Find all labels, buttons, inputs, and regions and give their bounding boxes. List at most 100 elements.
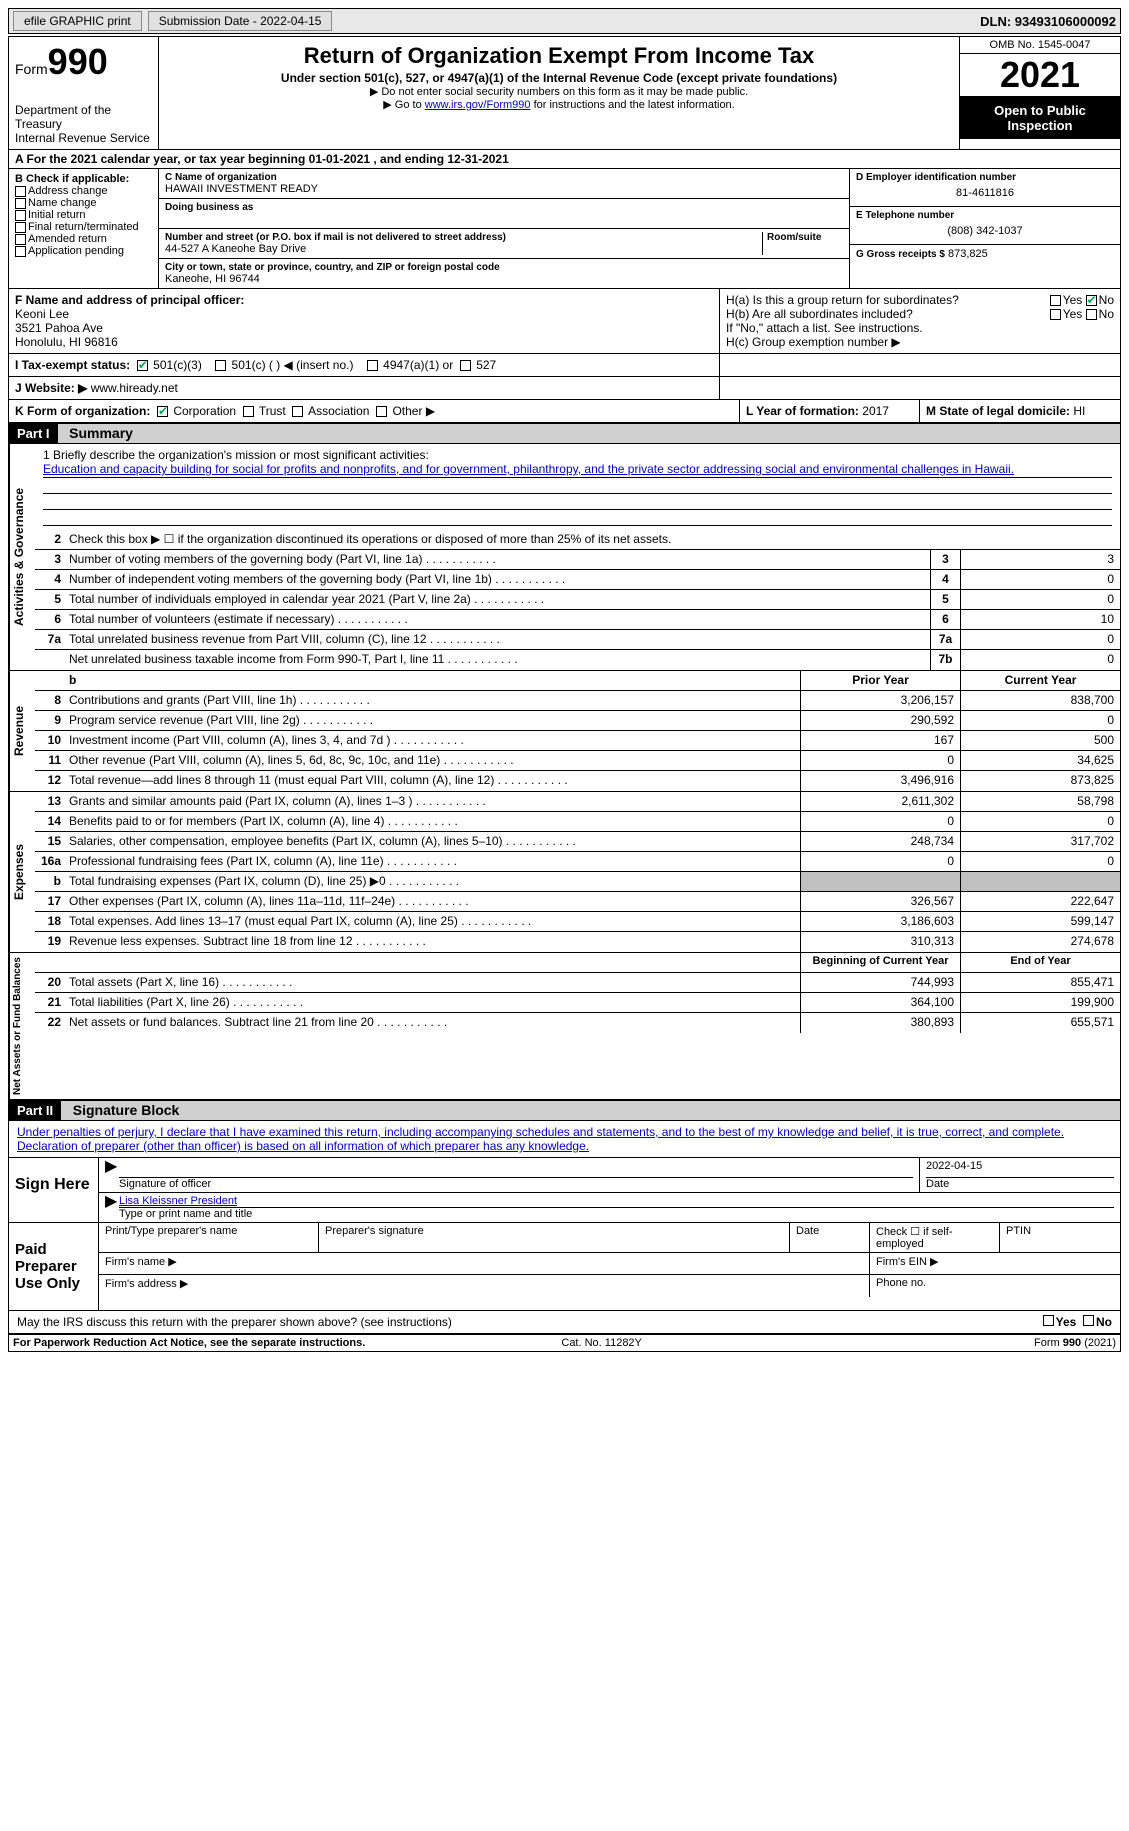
efile-print[interactable]: efile GRAPHIC print [13, 11, 142, 31]
irs-link[interactable]: www.irs.gov/Form990 [425, 99, 531, 111]
section-net-assets: Net Assets or Fund Balances Beginning of… [9, 953, 1120, 1100]
line-6: 6Total number of volunteers (estimate if… [35, 610, 1120, 630]
side-expenses: Expenses [9, 792, 35, 952]
hdr-end-year: End of Year [960, 953, 1120, 972]
f-label: F Name and address of principal officer: [15, 293, 713, 307]
chk-527[interactable] [460, 360, 471, 371]
website-value: www.hiready.net [91, 381, 178, 395]
net-header: Beginning of Current Year End of Year [35, 953, 1120, 973]
form-number: 990 [48, 41, 108, 82]
tel-value: (808) 342-1037 [856, 221, 1114, 241]
firm-ein-label: Firm's EIN ▶ [870, 1253, 1120, 1274]
goto-note: ▶ Go to www.irs.gov/Form990 for instruct… [167, 98, 951, 111]
section-bcd: B Check if applicable: Address change Na… [9, 169, 1120, 289]
chk-assoc[interactable] [292, 406, 303, 417]
discuss-no[interactable] [1083, 1315, 1094, 1326]
ha-label: H(a) Is this a group return for subordin… [726, 293, 1050, 307]
org-name: HAWAII INVESTMENT READY [165, 183, 843, 195]
line-16a: 16aProfessional fundraising fees (Part I… [35, 852, 1120, 872]
line-22: 22Net assets or fund balances. Subtract … [35, 1013, 1120, 1033]
hdr-current-year: Current Year [960, 671, 1120, 690]
part1-title: Summary [61, 423, 141, 443]
paid-preparer-label: Paid Preparer Use Only [9, 1223, 99, 1310]
form-word: Form [15, 61, 48, 77]
line-10: 10Investment income (Part VIII, column (… [35, 731, 1120, 751]
ptin-label: PTIN [1000, 1223, 1120, 1252]
chk-address[interactable]: Address change [15, 185, 152, 197]
dba-label: Doing business as [165, 202, 843, 213]
part1-header: Part I Summary [9, 423, 1120, 444]
b-label: B Check if applicable: [15, 173, 152, 185]
tax-year: 2021 [960, 54, 1120, 97]
hdr-begin-year: Beginning of Current Year [800, 953, 960, 972]
dln: DLN: 93493106000092 [980, 14, 1116, 29]
chk-corp[interactable] [157, 406, 168, 417]
hb-note: If "No," attach a list. See instructions… [726, 321, 1114, 335]
officer-name: Keoni Lee [15, 307, 713, 321]
row-j: J Website: ▶ www.hiready.net [9, 377, 1120, 400]
gross-value: 873,825 [948, 248, 988, 260]
discuss-text: May the IRS discuss this return with the… [17, 1315, 1043, 1329]
prep-date-label: Date [790, 1223, 870, 1252]
line-b: bTotal fundraising expenses (Part IX, co… [35, 872, 1120, 892]
officer-addr1: 3521 Pahoa Ave [15, 321, 713, 335]
c-name-label: C Name of organization [165, 172, 843, 183]
line-11: 11Other revenue (Part VIII, column (A), … [35, 751, 1120, 771]
firm-name-label: Firm's name ▶ [99, 1253, 870, 1274]
phone-label: Phone no. [870, 1275, 1120, 1297]
street-label: Number and street (or P.O. box if mail i… [165, 232, 758, 243]
chk-trust[interactable] [243, 406, 254, 417]
room-label: Room/suite [767, 232, 843, 243]
ha-no[interactable] [1086, 295, 1097, 306]
ha-yes[interactable] [1050, 295, 1061, 306]
signer-name-label: Type or print name and title [119, 1208, 1114, 1220]
open-public: Open to Public Inspection [960, 97, 1120, 139]
line-19: 19Revenue less expenses. Subtract line 1… [35, 932, 1120, 952]
efile-top-bar: efile GRAPHIC print Submission Date - 20… [8, 8, 1121, 34]
line-3: 3Number of voting members of the governi… [35, 550, 1120, 570]
firm-addr-label: Firm's address ▶ [99, 1275, 870, 1297]
line-21: 21Total liabilities (Part X, line 26)364… [35, 993, 1120, 1013]
line-7b: Net unrelated business taxable income fr… [35, 650, 1120, 670]
paid-preparer-row: Paid Preparer Use Only Print/Type prepar… [9, 1223, 1120, 1311]
chk-initial[interactable]: Initial return [15, 209, 152, 221]
street-value: 44-527 A Kaneohe Bay Drive [165, 243, 758, 255]
sign-here-row: Sign Here ▶ Signature of officer 2022-04… [9, 1158, 1120, 1223]
line-2: 2 Check this box ▶ ☐ if the organization… [35, 530, 1120, 550]
side-net-assets: Net Assets or Fund Balances [9, 953, 35, 1099]
chk-other[interactable] [376, 406, 387, 417]
line-17: 17Other expenses (Part IX, column (A), l… [35, 892, 1120, 912]
form-subtitle: Under section 501(c), 527, or 4947(a)(1)… [167, 71, 951, 85]
part2-title: Signature Block [65, 1100, 188, 1120]
discuss-yes[interactable] [1043, 1315, 1054, 1326]
cat-no: Cat. No. 11282Y [561, 1337, 642, 1349]
chk-501c3[interactable] [137, 360, 148, 371]
goto-pre: ▶ Go to [383, 99, 424, 111]
ein-value: 81-4611816 [856, 183, 1114, 203]
hb-no[interactable] [1086, 309, 1097, 320]
year-formation: 2017 [862, 404, 889, 418]
hb-label: H(b) Are all subordinates included? [726, 307, 1050, 321]
self-employed-label: Check ☐ if self-employed [870, 1223, 1000, 1252]
ssn-note: ▶ Do not enter social security numbers o… [167, 85, 951, 98]
hc-label: H(c) Group exemption number ▶ [726, 335, 1114, 349]
chk-501c[interactable] [215, 360, 226, 371]
chk-amended[interactable]: Amended return [15, 233, 152, 245]
discuss-row: May the IRS discuss this return with the… [9, 1311, 1120, 1335]
page-footer: For Paperwork Reduction Act Notice, see … [9, 1335, 1120, 1351]
m-label: M State of legal domicile: [926, 404, 1070, 418]
header-right: OMB No. 1545-0047 2021 Open to Public In… [960, 37, 1120, 149]
chk-pending[interactable]: Application pending [15, 245, 152, 257]
hb-yes[interactable] [1050, 309, 1061, 320]
line-7a: 7aTotal unrelated business revenue from … [35, 630, 1120, 650]
arrow-icon: ▶ [99, 1158, 113, 1192]
chk-final[interactable]: Final return/terminated [15, 221, 152, 233]
mission-label: 1 Briefly describe the organization's mi… [43, 448, 1112, 462]
chk-name[interactable]: Name change [15, 197, 152, 209]
hdr-prior-year: Prior Year [800, 671, 960, 690]
row-a-tax-year: A For the 2021 calendar year, or tax yea… [9, 150, 1120, 169]
chk-4947[interactable] [367, 360, 378, 371]
line-20: 20Total assets (Part X, line 16)744,9938… [35, 973, 1120, 993]
irs-label: Internal Revenue Service [15, 131, 152, 145]
city-value: Kaneohe, HI 96744 [165, 273, 843, 285]
